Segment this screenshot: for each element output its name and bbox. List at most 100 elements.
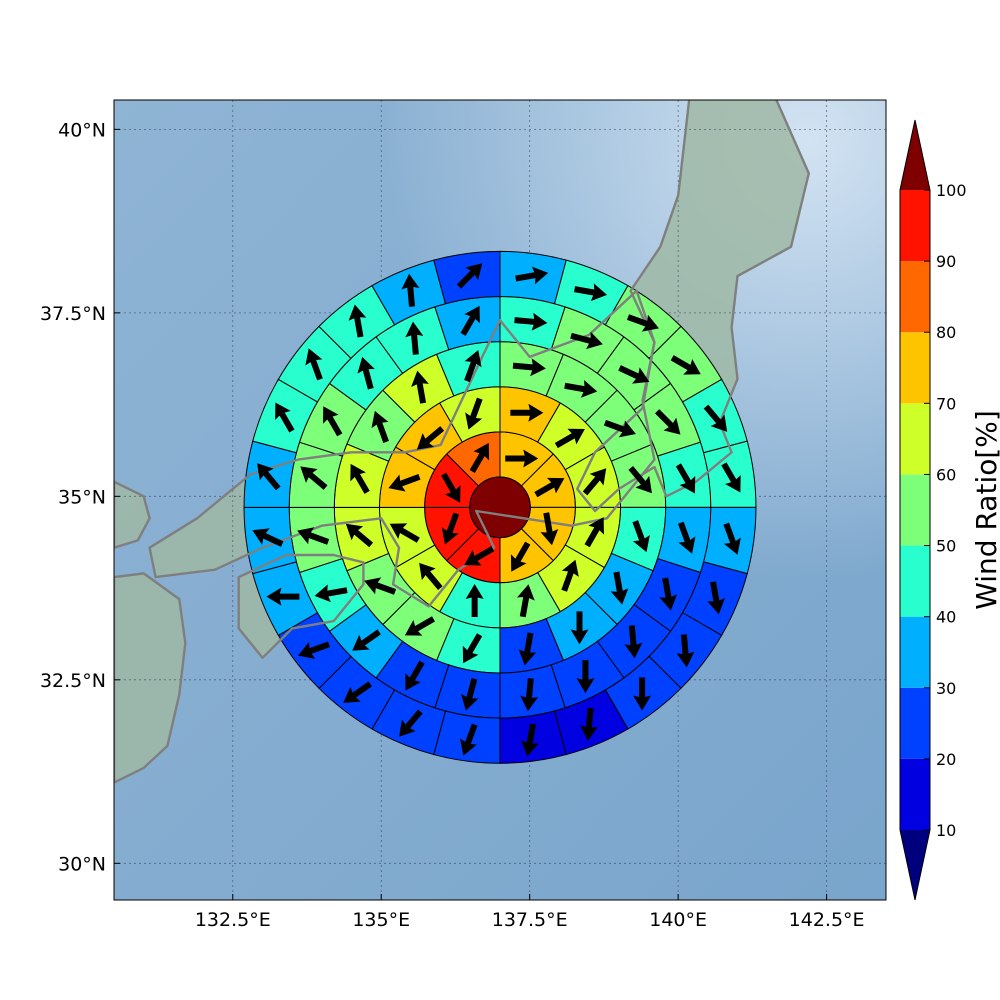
colorbar-tick-label: 60	[936, 465, 956, 484]
colorbar-extend-under	[900, 830, 930, 900]
wind-arrow	[626, 314, 659, 332]
colorbar-tick-label: 10	[936, 821, 956, 840]
wind-arrow	[460, 305, 480, 336]
wind-arrow	[389, 523, 420, 543]
wind-arrow	[561, 559, 579, 592]
wind-arrow	[352, 629, 381, 651]
wind-arrow	[514, 312, 548, 331]
wind-arrow	[252, 528, 284, 547]
land-honshu-north-coast	[576, 100, 810, 513]
wind-arrow	[300, 466, 328, 490]
wind-arrow	[348, 304, 367, 338]
wind-arrow	[576, 660, 595, 694]
wind-arrow	[675, 463, 696, 494]
y-tick-label: 30°N	[58, 853, 106, 875]
colorbar-extend-over	[900, 120, 930, 190]
wind-arrow	[399, 709, 423, 737]
wind-arrow	[314, 584, 348, 603]
land-kyushu-coast	[114, 572, 187, 784]
land-kyushu	[114, 573, 186, 783]
wind-arrow	[570, 331, 603, 350]
plot-frame	[113, 99, 887, 901]
wind-arrow	[510, 541, 531, 572]
colorbar-tick-label: 20	[936, 750, 956, 769]
wind-arrow	[676, 634, 695, 668]
wind-arrow	[297, 641, 330, 659]
ratio-cells	[243, 250, 757, 764]
wind-arrow	[659, 577, 678, 611]
map-plot	[113, 99, 887, 901]
wind-arrow	[401, 273, 420, 307]
wind-arrow	[580, 707, 599, 741]
wind-arrow	[670, 355, 701, 375]
colorbar: 10 20 30 40 50 60 70 80 90 100 Wind Ratio[%]	[899, 119, 1000, 901]
center-cell	[469, 476, 531, 539]
colorbar-tick-label: 50	[936, 537, 956, 556]
wind-arrow	[357, 356, 375, 390]
wind-arrow	[707, 581, 726, 615]
wind-arrow	[554, 428, 585, 449]
land-shikoku-coast	[237, 553, 365, 659]
wind-arrow	[655, 409, 681, 435]
colorbar-tick-label: 40	[936, 608, 956, 627]
x-tick-label: 137.5°E	[492, 909, 568, 931]
wind-arrow	[610, 571, 629, 605]
wind-arrow	[405, 660, 425, 691]
colorbar-tick-label: 70	[936, 394, 956, 413]
wind-arrow	[345, 523, 374, 548]
wind-arrows	[252, 263, 741, 757]
colorbar-segment	[900, 758, 930, 830]
x-tick-label: 135°E	[352, 909, 410, 931]
x-tick-label: 132.5°E	[195, 909, 271, 931]
y-tick-label: 40°N	[58, 119, 106, 141]
wind-arrow	[405, 321, 424, 355]
colorbar-segment	[900, 616, 930, 688]
wind-arrow	[441, 512, 460, 545]
wind-arrow	[723, 522, 741, 555]
wind-arrow	[388, 474, 421, 492]
wind-arrow	[275, 402, 295, 433]
wind-arrow	[322, 406, 343, 437]
wind-arrow	[582, 468, 607, 496]
wind-arrow	[521, 723, 539, 757]
wind-arrow	[564, 379, 598, 398]
wind-arrow	[456, 263, 483, 289]
wind-arrow	[411, 370, 429, 404]
wind-arrow	[515, 266, 549, 285]
land-korea-tip	[114, 481, 150, 548]
wind-arrow	[505, 449, 539, 468]
wind-arrow	[419, 562, 443, 591]
colorbar-tick-label: 30	[936, 679, 956, 698]
wind-arrow	[416, 426, 445, 450]
wind-arrow	[632, 520, 650, 553]
colorbar-tick-label: 100	[936, 181, 967, 200]
land-honshu-north	[577, 100, 809, 511]
y-tick-label: 37.5°N	[40, 303, 106, 325]
colorbar-segment	[900, 474, 930, 546]
wind-arrow	[461, 678, 479, 711]
wind-arrow	[460, 723, 478, 756]
wind-arrow	[574, 283, 608, 302]
wind-arrow	[469, 442, 490, 474]
wind-arrow	[364, 577, 397, 595]
wind-arrow	[462, 633, 483, 664]
wind-arrow	[518, 632, 537, 666]
wind-arrow	[628, 466, 652, 494]
wind-arrow	[584, 517, 604, 548]
wind-arrow	[534, 477, 565, 498]
wind-arrow	[297, 527, 330, 545]
wind-arrow	[441, 472, 461, 503]
wind-arrow	[350, 463, 370, 494]
wind-arrow	[633, 677, 652, 711]
colorbar-tick-label: 80	[936, 323, 956, 342]
wind-arrow	[618, 365, 650, 384]
y-tick-label: 32.5°N	[40, 670, 106, 692]
land-korea-tip-coast	[114, 480, 151, 549]
colorbar-segment	[900, 403, 930, 475]
colorbar-segment	[900, 261, 930, 333]
wind-arrow	[721, 462, 741, 493]
wind-arrow	[703, 404, 728, 432]
wind-arrow	[305, 348, 323, 381]
colorbar-segment	[900, 545, 930, 617]
